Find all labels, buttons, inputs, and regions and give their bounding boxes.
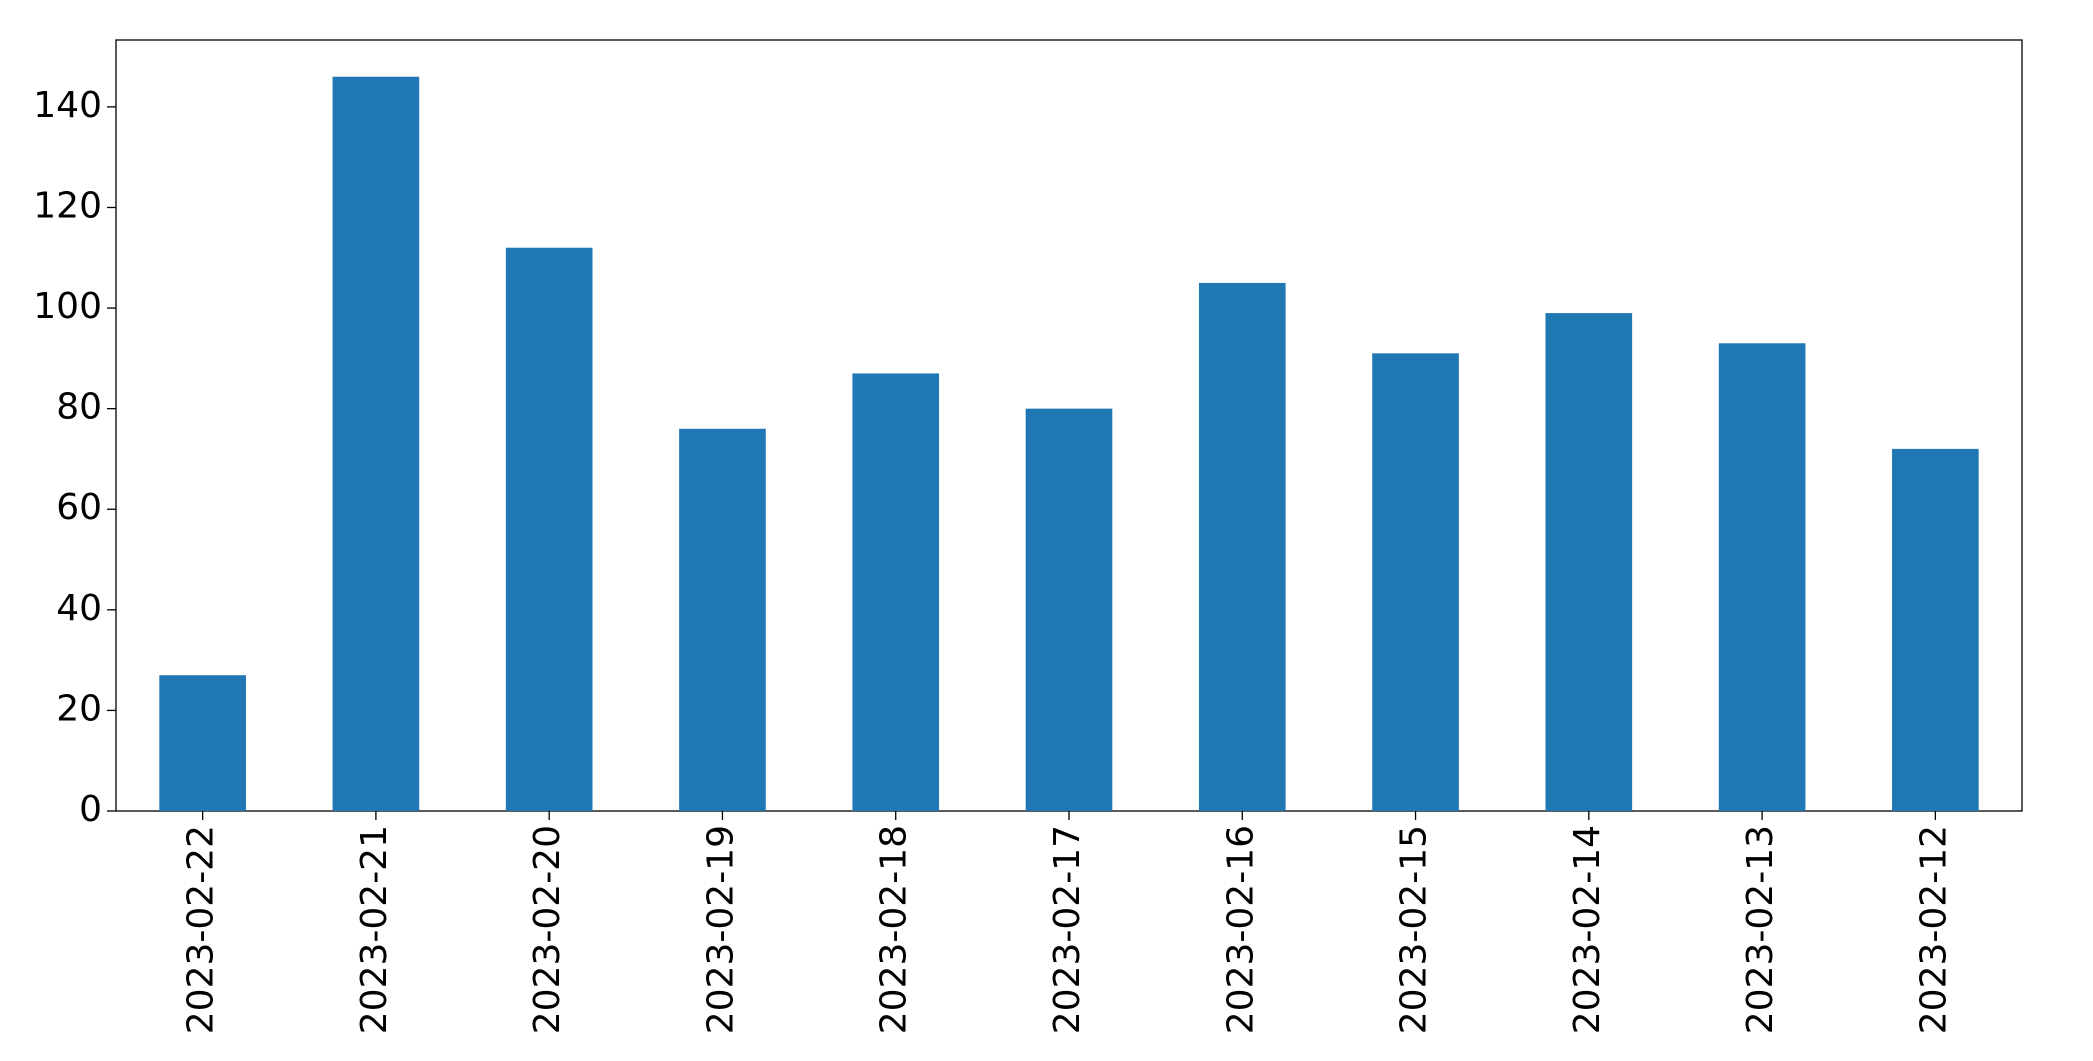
y-tick-label: 80 xyxy=(56,387,102,428)
y-tick-label: 40 xyxy=(56,588,102,629)
x-tick-label: 2023-02-19 xyxy=(700,825,741,1034)
x-tick-label: 2023-02-13 xyxy=(1740,825,1781,1034)
x-tick-label: 2023-02-17 xyxy=(1047,825,1088,1034)
x-tick-label: 2023-02-20 xyxy=(527,825,568,1034)
bar xyxy=(1545,313,1633,811)
bar xyxy=(1718,343,1806,811)
y-tick-label: 120 xyxy=(33,185,102,226)
y-tick-label: 140 xyxy=(33,85,102,126)
y-tick-label: 100 xyxy=(33,286,102,327)
bar xyxy=(852,373,940,811)
x-tick-label: 2023-02-14 xyxy=(1567,825,1608,1034)
y-tick-label: 60 xyxy=(56,487,102,528)
y-tick-label: 20 xyxy=(56,688,102,729)
bar xyxy=(679,428,766,811)
x-tick-label: 2023-02-22 xyxy=(181,825,222,1034)
bar xyxy=(1025,408,1113,811)
bar xyxy=(1892,448,1979,811)
x-tick-label: 2023-02-12 xyxy=(1913,825,1954,1034)
bar xyxy=(332,76,420,811)
x-tick-label: 2023-02-16 xyxy=(1220,825,1261,1034)
x-tick-label: 2023-02-15 xyxy=(1394,825,1435,1034)
bar xyxy=(505,247,593,811)
bar xyxy=(1372,353,1459,811)
y-tick-label: 0 xyxy=(79,789,102,830)
bar xyxy=(1198,282,1286,811)
x-tick-label: 2023-02-18 xyxy=(874,825,915,1034)
bar xyxy=(159,675,246,811)
x-tick-label: 2023-02-21 xyxy=(354,825,395,1034)
